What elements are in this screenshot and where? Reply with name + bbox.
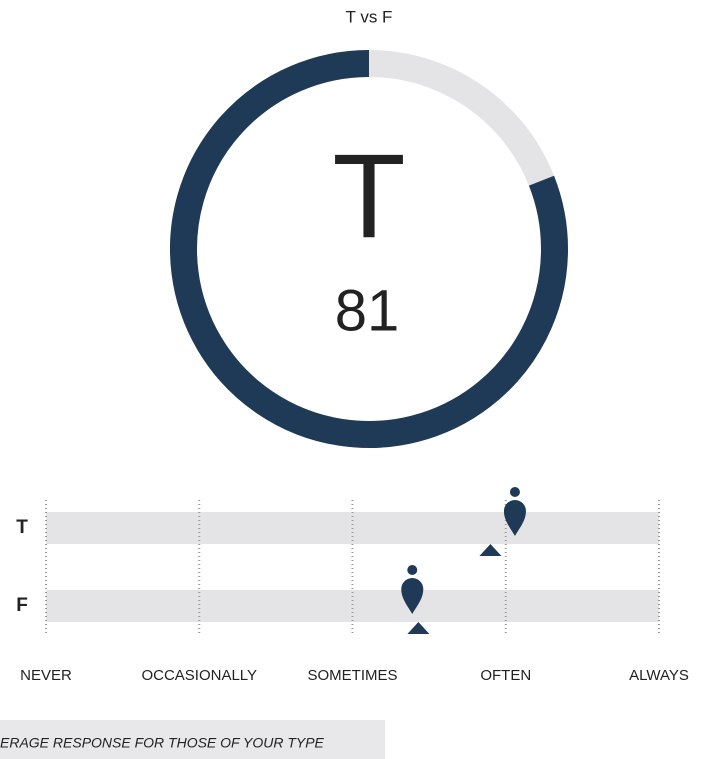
average-marker [407,622,430,634]
row-band [46,590,659,622]
x-tick-label: OCCASIONALLY [141,667,257,684]
donut-arc [170,50,568,448]
legend-band [0,720,385,759]
x-tick-label: ALWAYS [629,667,689,684]
score-marker [401,578,424,614]
row-label: F [16,595,28,616]
x-tick-label: SOMETIMES [307,667,397,684]
donut-value: 81 [335,278,400,343]
x-tick-label: OFTEN [480,667,531,684]
row-label: T [16,517,28,538]
score-marker [503,500,526,536]
donut-letter: T [332,130,405,264]
donut-title: T vs F [346,7,393,26]
legend-note: ERAGE RESPONSE FOR THOSE OF YOUR TYPE [0,735,325,751]
x-tick-label: NEVER [20,667,72,684]
score-head [407,565,418,575]
score-head [509,487,520,497]
average-marker [479,544,502,556]
